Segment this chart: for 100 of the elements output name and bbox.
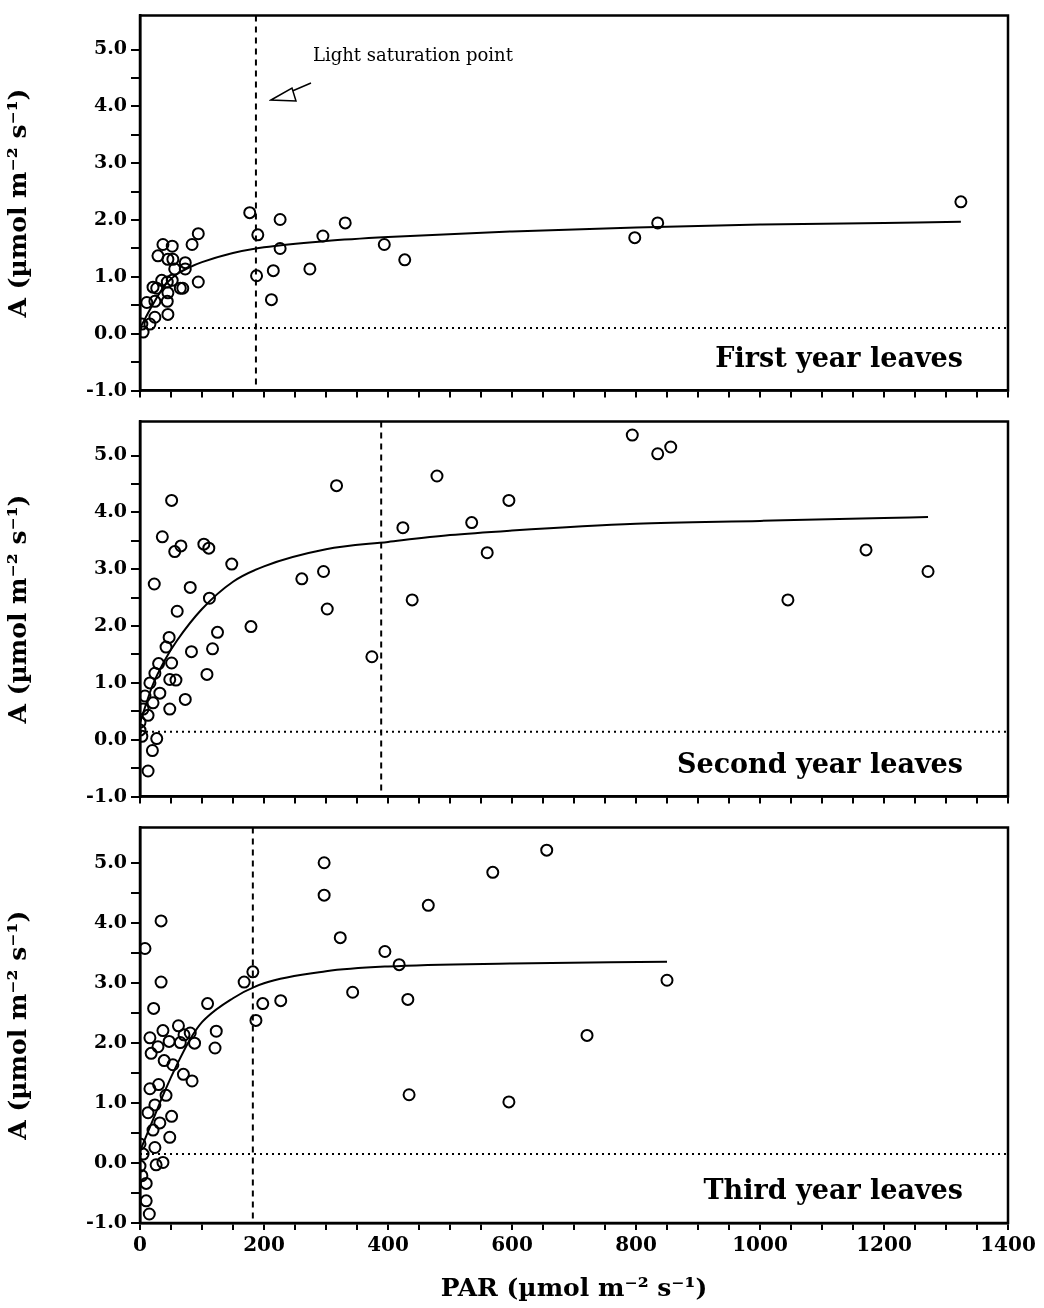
point <box>465 516 479 530</box>
point <box>392 958 406 972</box>
y-tick-label: 2.0 <box>93 206 127 229</box>
point <box>150 281 164 295</box>
point <box>163 672 177 686</box>
point <box>140 941 152 955</box>
point <box>225 557 239 571</box>
point <box>178 256 192 270</box>
point <box>159 1088 173 1102</box>
point <box>317 888 331 902</box>
point <box>183 1026 197 1040</box>
point <box>421 898 435 912</box>
point <box>781 593 795 607</box>
point <box>146 1123 160 1137</box>
point <box>153 686 167 700</box>
point <box>480 546 494 560</box>
point <box>168 262 182 276</box>
point <box>140 1194 153 1208</box>
point <box>165 273 179 287</box>
y-tick-label: 2.0 <box>93 612 127 635</box>
point <box>155 530 169 544</box>
annotation: Second year leaves <box>676 747 963 779</box>
y-tick-label: 2.0 <box>93 1030 127 1053</box>
point <box>162 1034 176 1048</box>
point <box>502 493 516 507</box>
point <box>148 310 162 324</box>
point <box>330 479 344 493</box>
point <box>208 1041 222 1055</box>
y-tick-label: -1.0 <box>86 783 127 806</box>
point <box>211 625 224 639</box>
point <box>162 630 176 644</box>
point <box>159 640 173 654</box>
point <box>170 604 184 618</box>
point <box>177 1028 191 1042</box>
y-tick-label: 3.0 <box>93 150 127 173</box>
point <box>249 1013 263 1027</box>
y-tick-label: 0.0 <box>93 726 127 749</box>
point <box>141 764 155 778</box>
x-tick-label: 800 <box>615 1232 657 1257</box>
point <box>209 1024 223 1038</box>
point <box>197 537 211 551</box>
point <box>317 564 331 578</box>
point <box>156 1024 170 1038</box>
y-tick-label: 0.0 <box>93 320 127 343</box>
point <box>188 1036 202 1050</box>
point <box>251 228 265 242</box>
x-tick-label: 1400 <box>980 1232 1036 1257</box>
point <box>651 447 665 461</box>
point <box>333 931 347 945</box>
point <box>303 262 317 276</box>
point <box>266 264 280 278</box>
y-tick-label: 1.0 <box>93 263 127 286</box>
point <box>144 1046 158 1060</box>
point <box>859 543 873 557</box>
point <box>256 997 270 1011</box>
point <box>396 521 410 535</box>
y-tick-label: 4.0 <box>93 910 127 933</box>
point <box>921 564 935 578</box>
point <box>237 975 251 989</box>
point <box>148 666 162 680</box>
y-tick-label: 5.0 <box>93 36 127 59</box>
y-tick-label: 1.0 <box>93 1090 127 1113</box>
point <box>378 944 392 958</box>
point <box>142 1207 156 1221</box>
y-tick-label: 5.0 <box>93 442 127 465</box>
point <box>151 1040 165 1054</box>
point <box>185 238 199 251</box>
point <box>173 1036 187 1050</box>
point <box>430 469 444 483</box>
point <box>152 657 166 671</box>
point <box>156 238 170 251</box>
point <box>246 965 260 979</box>
point <box>143 317 157 331</box>
y-axis-title: A (µmol m⁻² s⁻¹) <box>2 88 32 319</box>
point <box>143 676 157 690</box>
point <box>165 656 179 670</box>
point <box>295 572 309 586</box>
y-tick-label: -1.0 <box>86 1209 127 1232</box>
point <box>155 273 169 287</box>
y-tick-label: 5.0 <box>93 850 127 873</box>
point <box>664 440 678 454</box>
point <box>154 975 168 989</box>
point <box>954 195 968 209</box>
point <box>151 249 165 263</box>
point <box>160 275 174 289</box>
point <box>161 252 175 266</box>
x-axis-title: PAR (µmol m⁻² s⁻¹) <box>440 1272 708 1302</box>
x-tick-label: 200 <box>243 1232 285 1257</box>
point <box>140 1176 153 1190</box>
y-tick-label: 1.0 <box>93 669 127 692</box>
y-axis-title: A (µmol m⁻² s⁻¹) <box>2 494 32 725</box>
point <box>651 216 665 230</box>
point <box>165 239 179 253</box>
point <box>486 865 500 879</box>
point <box>168 545 182 559</box>
point <box>201 997 215 1011</box>
point <box>273 212 287 226</box>
point <box>184 645 198 659</box>
point <box>401 992 415 1006</box>
point <box>140 689 152 703</box>
